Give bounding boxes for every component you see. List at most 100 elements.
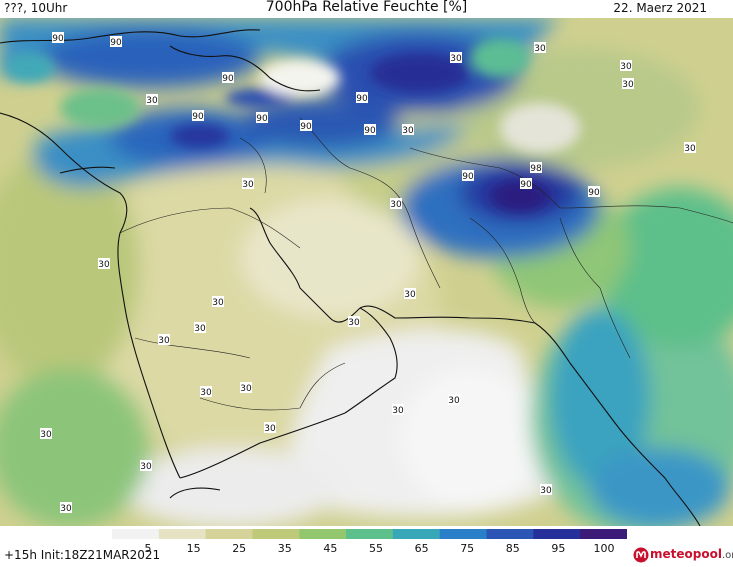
contour-label: 30 [98,260,110,270]
contour-label: 30 [404,290,416,300]
map-header: ???, 10Uhr 700hPa Relative Feuchte [%] 2… [0,0,733,18]
humidity-field-detail [5,38,580,212]
contour-label: 30 [402,126,414,136]
contour-label-bg [534,42,546,53]
contour-label-bg [684,142,696,153]
colorbar-tick-label: 100 [593,542,615,555]
brand-name: meteopool.org [650,547,733,561]
contour-label: 90 [222,74,234,84]
contour-label-bg [300,120,312,131]
contour-label-bg [462,170,474,181]
contour-label: 30 [60,504,72,514]
contour-label-bg [348,316,360,327]
contour-label: 30 [158,336,170,346]
colorbar-swatch [439,529,488,539]
contour-label-bg [530,162,542,173]
colorbar-tick-label: 85 [505,542,520,555]
colorbar-swatch [392,529,441,539]
valid-date-label: 22. Maerz 2021 [613,1,707,15]
contour-label: 30 [240,384,252,394]
contour-label: 30 [448,396,460,406]
contour-label-bg [620,60,632,71]
contour-label-bg [392,404,404,415]
contour-label: 90 [110,38,122,48]
contour-label: 30 [146,96,158,106]
contour-label-bg [402,124,414,135]
contour-label-bg [404,288,416,299]
contour-label: 90 [356,94,368,104]
contour-label: 30 [390,200,402,210]
contour-label-bg [356,92,368,103]
coastlines [0,29,701,526]
contour-labels: 90 90 90 90 90 90 90 90 90 90 90 98 30 30 30 30 30 30 30 30… [40,32,696,514]
contour-label-bg [110,36,122,47]
contour-label-bg [140,460,152,471]
contour-label-bg [520,178,532,189]
contour-label: 30 [534,44,546,54]
meteopool-logo-icon [633,547,649,563]
map-canvas: 90 90 90 90 90 90 90 90 90 90 90 98 30 30 30 30 30 30 30 30… [0,18,733,526]
humidity-field [0,18,733,526]
contour-label-bg [52,32,64,43]
contour-label: 30 [200,388,212,398]
humidity-map: 90 90 90 90 90 90 90 90 90 90 90 98 30 30 30 30 30 30 30 30… [0,18,733,526]
colorbar-swatch [533,529,581,539]
contour-label-bg [390,198,402,209]
contour-label-bg [40,428,52,439]
contour-label: 90 [462,172,474,182]
contour-label: 30 [620,62,632,72]
contour-label: 90 [364,126,376,136]
colorbar-swatch [580,529,627,539]
colorbar-tick-label: 25 [232,542,247,555]
colorbar-tick-label: 45 [323,542,338,555]
contour-label: 90 [588,188,600,198]
contour-label-bg [194,322,206,333]
contour-label-bg [146,94,158,105]
colorbar-tick-label: 95 [551,542,566,555]
colorbar-tick-label: 55 [369,542,383,555]
colorbar-swatch [252,529,300,539]
contour-label-bg [448,394,460,405]
contour-label: 30 [242,180,254,190]
contour-label-bg [158,334,170,345]
colorbar-swatch [346,529,394,539]
map-title: 700hPa Relative Feuchte [%] [265,0,468,15]
colorbar-swatch [112,529,160,539]
contour-label-bg [622,78,634,89]
contour-label-bg [256,112,268,123]
colorbar-tick-label: 75 [460,542,475,555]
contour-label-bg [240,382,252,393]
meteopool-link[interactable]: meteopool.org [633,547,733,563]
contour-label: 90 [192,112,204,122]
contour-label: 90 [52,34,64,44]
colorbar-tick-label: 35 [277,542,292,555]
contour-label-bg [60,502,72,513]
contour-label: 30 [684,144,696,154]
contour-label: 30 [40,430,52,440]
contour-label: 90 [300,122,312,132]
contour-label-bg [450,52,462,63]
contour-label: 98 [530,164,542,174]
contour-label: 30 [348,318,360,328]
contour-label: 90 [256,114,268,124]
contour-label-bg [264,422,276,433]
colorbar-swatch [205,529,253,539]
colorbar-tick-label: 5 [144,542,152,555]
contour-label: 30 [140,462,152,472]
colorbar-swatch [158,529,207,539]
contour-label: 30 [212,298,224,308]
contour-label-bg [364,124,376,135]
colorbar-swatch [486,529,534,539]
contour-label: 30 [264,424,276,434]
contour-label: 30 [392,406,404,416]
valid-time-label: ???, 10Uhr [4,1,68,15]
colorbar-swatch [299,529,347,539]
contour-label: 30 [540,486,552,496]
contour-label: 90 [520,180,532,190]
contour-label-bg [540,484,552,495]
contour-label: 30 [450,54,462,64]
init-time-label: +15h Init:18Z21MAR2021 [4,548,161,562]
contour-label-bg [242,178,254,189]
contour-label-bg [222,72,234,83]
contour-label-bg [200,386,212,397]
